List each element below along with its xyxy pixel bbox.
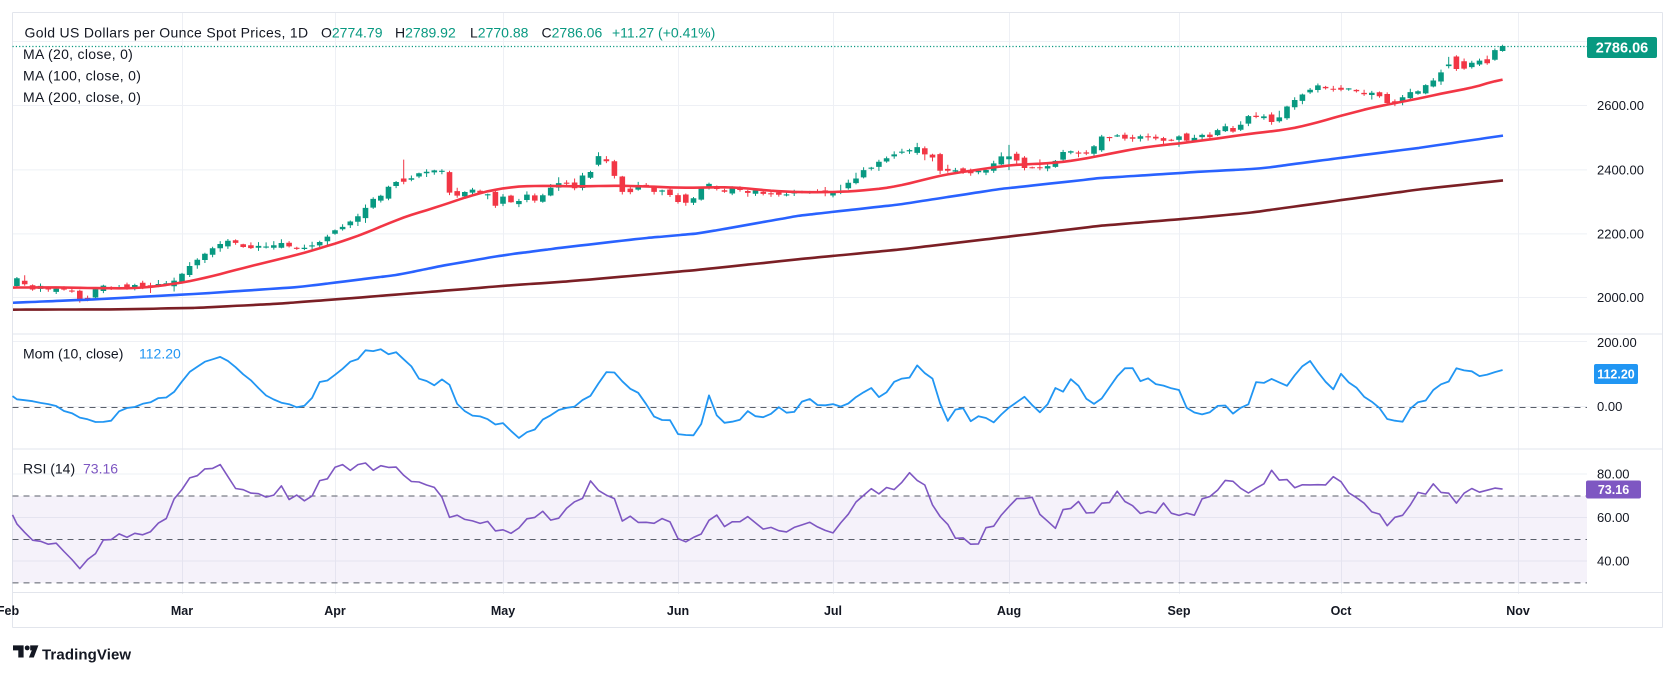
svg-text:2200.00: 2200.00 [1597,226,1644,241]
svg-text:TradingView: TradingView [42,647,131,664]
svg-text:Sep: Sep [1168,604,1191,618]
svg-text:73.16: 73.16 [1598,483,1629,497]
svg-text:112.20: 112.20 [139,346,181,362]
svg-text:2000.00: 2000.00 [1597,290,1644,305]
svg-text:MA (200, close, 0): MA (200, close, 0) [23,89,141,105]
svg-text:2600.00: 2600.00 [1597,98,1644,113]
svg-text:Nov: Nov [1506,604,1530,618]
svg-text:Jul: Jul [824,604,842,618]
svg-text:80.00: 80.00 [1597,467,1630,482]
svg-text:Mar: Mar [171,604,193,618]
svg-text:Apr: Apr [324,604,346,618]
svg-text:40.00: 40.00 [1597,554,1630,569]
svg-text:L2770.88: L2770.88 [470,25,529,41]
svg-text:Aug: Aug [997,604,1021,618]
svg-text:H2789.92: H2789.92 [395,25,456,41]
svg-text:Jun: Jun [667,604,689,618]
svg-text:2786.06: 2786.06 [1596,41,1648,57]
svg-text:RSI (14): RSI (14) [23,461,75,477]
svg-text:May: May [491,604,515,618]
svg-text:60.00: 60.00 [1597,510,1630,525]
svg-text:112.20: 112.20 [1597,368,1635,382]
svg-text:Feb: Feb [0,604,19,618]
svg-text:Mom (10, close): Mom (10, close) [23,346,123,362]
svg-text:73.16: 73.16 [83,461,118,477]
svg-text:C2786.06: C2786.06 [542,25,603,41]
svg-text:+11.27 (+0.41%): +11.27 (+0.41%) [612,25,715,41]
svg-text:200.00: 200.00 [1597,335,1637,350]
svg-text:Gold US Dollars per Ounce Spot: Gold US Dollars per Ounce Spot Prices, 1… [25,25,309,41]
svg-text:0.00: 0.00 [1597,399,1622,414]
svg-text:MA (20, close, 0): MA (20, close, 0) [23,46,133,62]
svg-text:MA (100, close, 0): MA (100, close, 0) [23,68,141,84]
svg-text:2400.00: 2400.00 [1597,162,1644,177]
svg-text:Oct: Oct [1331,604,1353,618]
svg-text:O2774.79: O2774.79 [321,25,383,41]
